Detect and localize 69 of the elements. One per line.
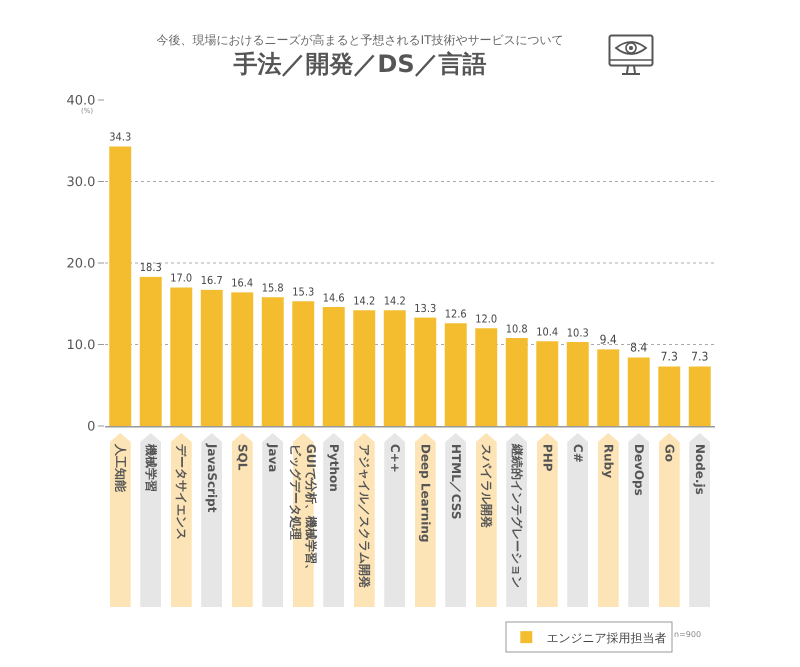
y-tick-label: 30.0 [66,175,96,190]
bar [353,310,376,426]
x-tick-label: C++ [388,444,402,473]
text: 9.4 [600,332,617,346]
bar [506,338,528,426]
x-tick-label: JavaScript [204,442,219,513]
x-tick-label: HTML／CSS [448,444,463,520]
bar [292,301,314,426]
bar [140,276,162,426]
x-tick-label: アジャイル／スクラム開発 [357,444,372,588]
x-tick-label: データサイエンス [174,444,188,540]
x-tick-label: スパイラル開発 [479,444,494,528]
bar [688,366,711,426]
text: 16.7 [200,274,223,288]
bar [170,287,192,426]
x-tick-label: 継続的インテグレーション [510,442,524,588]
x-tick-label: DevOps [632,444,646,496]
text: 12.0 [475,312,498,326]
bar [262,297,284,426]
text: 34.3 [109,130,132,144]
text: 7.3 [660,350,678,364]
y-tick-label: 0 [87,420,96,435]
bar [628,358,650,426]
bar [566,342,589,426]
text: 16.4 [231,276,254,290]
bar [200,290,223,426]
bar [322,307,345,426]
x-tick-label: C# [570,444,585,463]
bar [444,323,467,426]
text: 15.8 [262,282,284,295]
bar [597,349,620,426]
y-tick-label: 40.0 [66,94,96,109]
chart-title: 手法／開発／DS／言語 [232,49,488,80]
x-tick-label: 機械学習 [144,442,158,492]
bar [536,341,558,426]
x-tick-label: Python [326,444,341,492]
text: 14.2 [384,294,406,308]
text: n=900 [674,630,702,639]
text: 13.3 [414,302,436,315]
text: 10.4 [536,326,558,339]
x-tick-label: SQL [235,444,250,471]
y-tick-label: 10.0 [66,338,96,354]
text: 17.0 [170,272,192,285]
x-tick-label: Deep Learning [418,444,432,543]
bar [414,318,436,426]
bar [109,146,132,426]
legend-label: エンジニア採用担当者 [546,630,666,645]
x-tick-label: Go [662,444,676,462]
x-tick-label: Node.js [692,444,707,495]
bar [658,366,680,426]
text: 7.3 [691,350,708,364]
text: 10.3 [566,326,589,340]
text: 15.3 [292,286,314,299]
text: 10.8 [506,322,528,336]
y-tick-label: 20.0 [66,256,96,272]
text: 18.3 [140,261,162,274]
x-tick-label: Java [266,442,280,472]
text: 12.6 [444,308,467,321]
bar [384,310,406,426]
bar [475,328,498,426]
x-tick-label: 人工知能 [113,442,128,493]
text: 14.6 [322,291,345,304]
chart-subtitle: 今後、現場におけるニーズが高まると予想されるIT技術やサービスについて [156,32,564,49]
x-tick-label: Ruby [601,444,616,478]
x-tick-label: PHP [540,444,554,472]
text: 8.4 [630,340,648,355]
text: 14.2 [353,294,376,308]
x-tick-label: GUIで分析、機械学習、ビッグデータ処理 [288,444,318,576]
bar [231,292,254,426]
